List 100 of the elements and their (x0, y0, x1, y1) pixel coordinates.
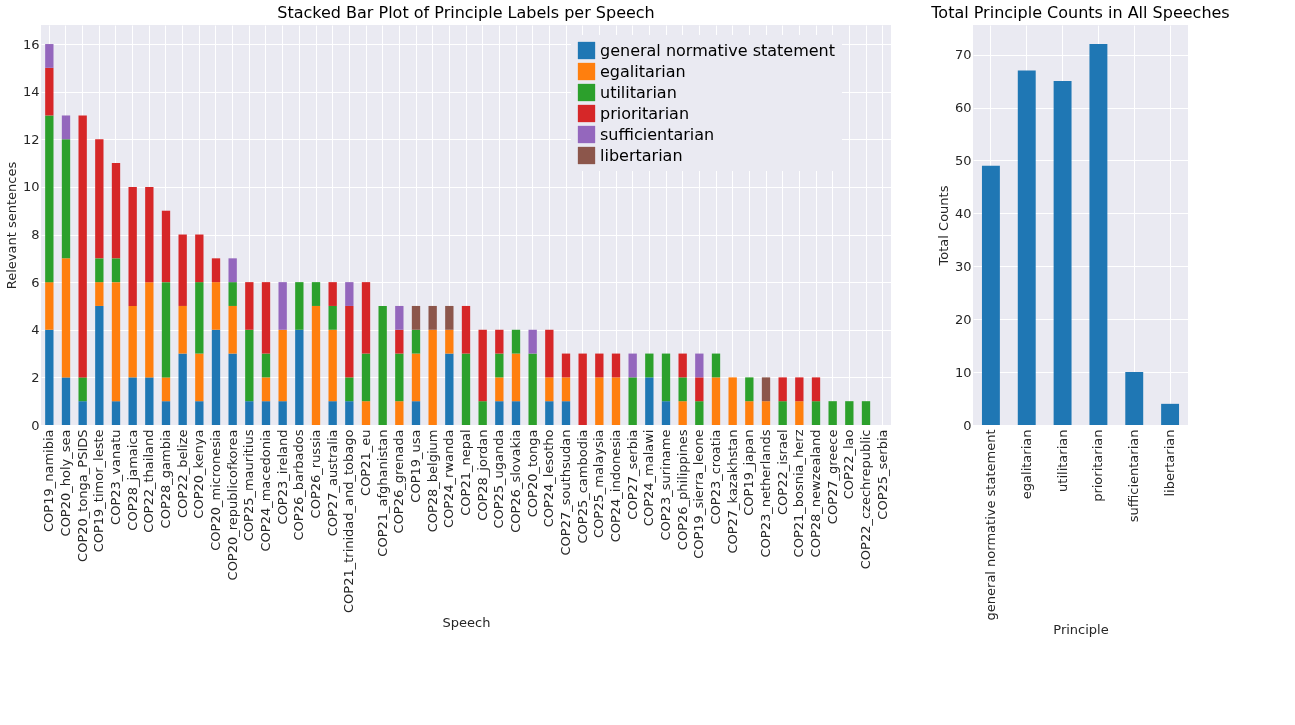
bar (395, 329, 404, 354)
bar (145, 282, 154, 378)
y-tick-label: 14 (22, 84, 40, 100)
bar (678, 401, 687, 425)
bar (295, 329, 304, 425)
x-tick-label: COP20_tonga_PSIDS (74, 429, 90, 562)
bar (211, 258, 221, 283)
x-tick-label: COP21_nepal (458, 429, 473, 516)
y-tick-label: 0 (31, 417, 40, 433)
bar (78, 115, 87, 378)
bar (95, 282, 104, 306)
bar (395, 305, 404, 330)
bar (345, 377, 354, 402)
bar (161, 282, 171, 378)
bar (45, 282, 54, 330)
bar (128, 377, 137, 425)
x-tick-label: COP27_southsudan (558, 429, 573, 556)
x-tick-label: libertarian (1162, 429, 1178, 497)
x-tick-label: COP20_republicofkorea (224, 429, 240, 581)
legend-label: libertarian (600, 145, 683, 165)
y-tick-label: 2 (31, 369, 40, 385)
bar (595, 377, 604, 425)
bar (1125, 372, 1144, 425)
bar (278, 282, 287, 330)
bar (595, 353, 604, 378)
bar (461, 305, 471, 354)
y-tick-label: 60 (954, 100, 972, 116)
bar (195, 234, 204, 283)
bar (645, 353, 654, 378)
bar (261, 401, 271, 425)
bar (278, 329, 287, 402)
x-tick-label: COP26_russia (308, 429, 323, 519)
bar (761, 401, 771, 425)
bar (61, 258, 71, 378)
bar (345, 401, 354, 425)
bar (461, 353, 471, 425)
x-tick-label: COP24_malawi (641, 429, 657, 527)
bar (745, 401, 754, 425)
bar (111, 163, 121, 259)
bar (178, 353, 187, 425)
x-tick-label: COP24_macedonia (258, 429, 273, 552)
y-tick-label: 6 (31, 274, 40, 290)
x-tick-label: utilitarian (1054, 429, 1070, 492)
x-tick-label: COP19_sierra_leone (691, 429, 707, 559)
x-tick-label: COP28_gambia (158, 429, 173, 529)
bar (495, 401, 504, 425)
bar (245, 282, 254, 330)
bar (361, 353, 371, 402)
y-tick-label: 50 (954, 152, 972, 168)
legend-label: prioritarian (600, 103, 690, 123)
x-tick-label: COP22_lao (841, 429, 857, 500)
y-axis-title: Total Counts (935, 185, 951, 267)
x-tick-label: COP22_thailand (141, 429, 157, 533)
bar (295, 282, 304, 330)
x-tick-label: sufficientarian (1126, 429, 1142, 523)
bar (195, 401, 204, 425)
bar (445, 353, 454, 425)
y-tick-label: 4 (31, 322, 40, 338)
bar (761, 377, 771, 402)
bar (78, 401, 87, 425)
bar (445, 305, 454, 330)
x-tick-label: COP21_bosnia_herz (791, 429, 807, 558)
bar (678, 353, 687, 378)
y-tick-label: 30 (954, 258, 972, 274)
bar (495, 329, 504, 354)
chart-title: Stacked Bar Plot of Principle Labels per Speech (277, 3, 655, 22)
x-tick-label: COP23_croatia (708, 429, 723, 525)
bar (561, 353, 571, 378)
legend-label: utilitarian (600, 82, 677, 102)
bar (795, 377, 804, 402)
bar (328, 329, 337, 402)
bar (228, 305, 237, 354)
x-tick-label: COP21_afghanistan (374, 429, 390, 557)
x-tick-label: COP24_lesotho (541, 429, 557, 528)
bar (695, 377, 704, 402)
bar (678, 377, 687, 402)
x-tick-label: COP22_israel (774, 429, 790, 515)
bar (778, 377, 787, 402)
bar (95, 258, 104, 283)
bar (1161, 403, 1180, 425)
bar (111, 258, 121, 283)
bar (45, 329, 54, 425)
bar (711, 377, 721, 425)
x-tick-label: COP28_jordan (474, 429, 490, 521)
x-tick-label: COP28_jamaica (124, 429, 140, 531)
bar (278, 401, 287, 425)
bar (228, 258, 237, 283)
bar (561, 401, 571, 425)
x-tick-label: COP19_namibia (41, 429, 57, 533)
bar (511, 401, 521, 425)
y-tick-label: 8 (31, 227, 40, 243)
x-tick-label: COP27_australia (324, 429, 340, 537)
bar (261, 282, 271, 354)
bar (161, 210, 171, 283)
bar (395, 401, 404, 425)
legend-label: general normative statement (600, 40, 836, 60)
y-tick-label: 0 (963, 417, 972, 433)
bar (395, 353, 404, 402)
bar (728, 377, 737, 425)
bar (411, 305, 421, 330)
